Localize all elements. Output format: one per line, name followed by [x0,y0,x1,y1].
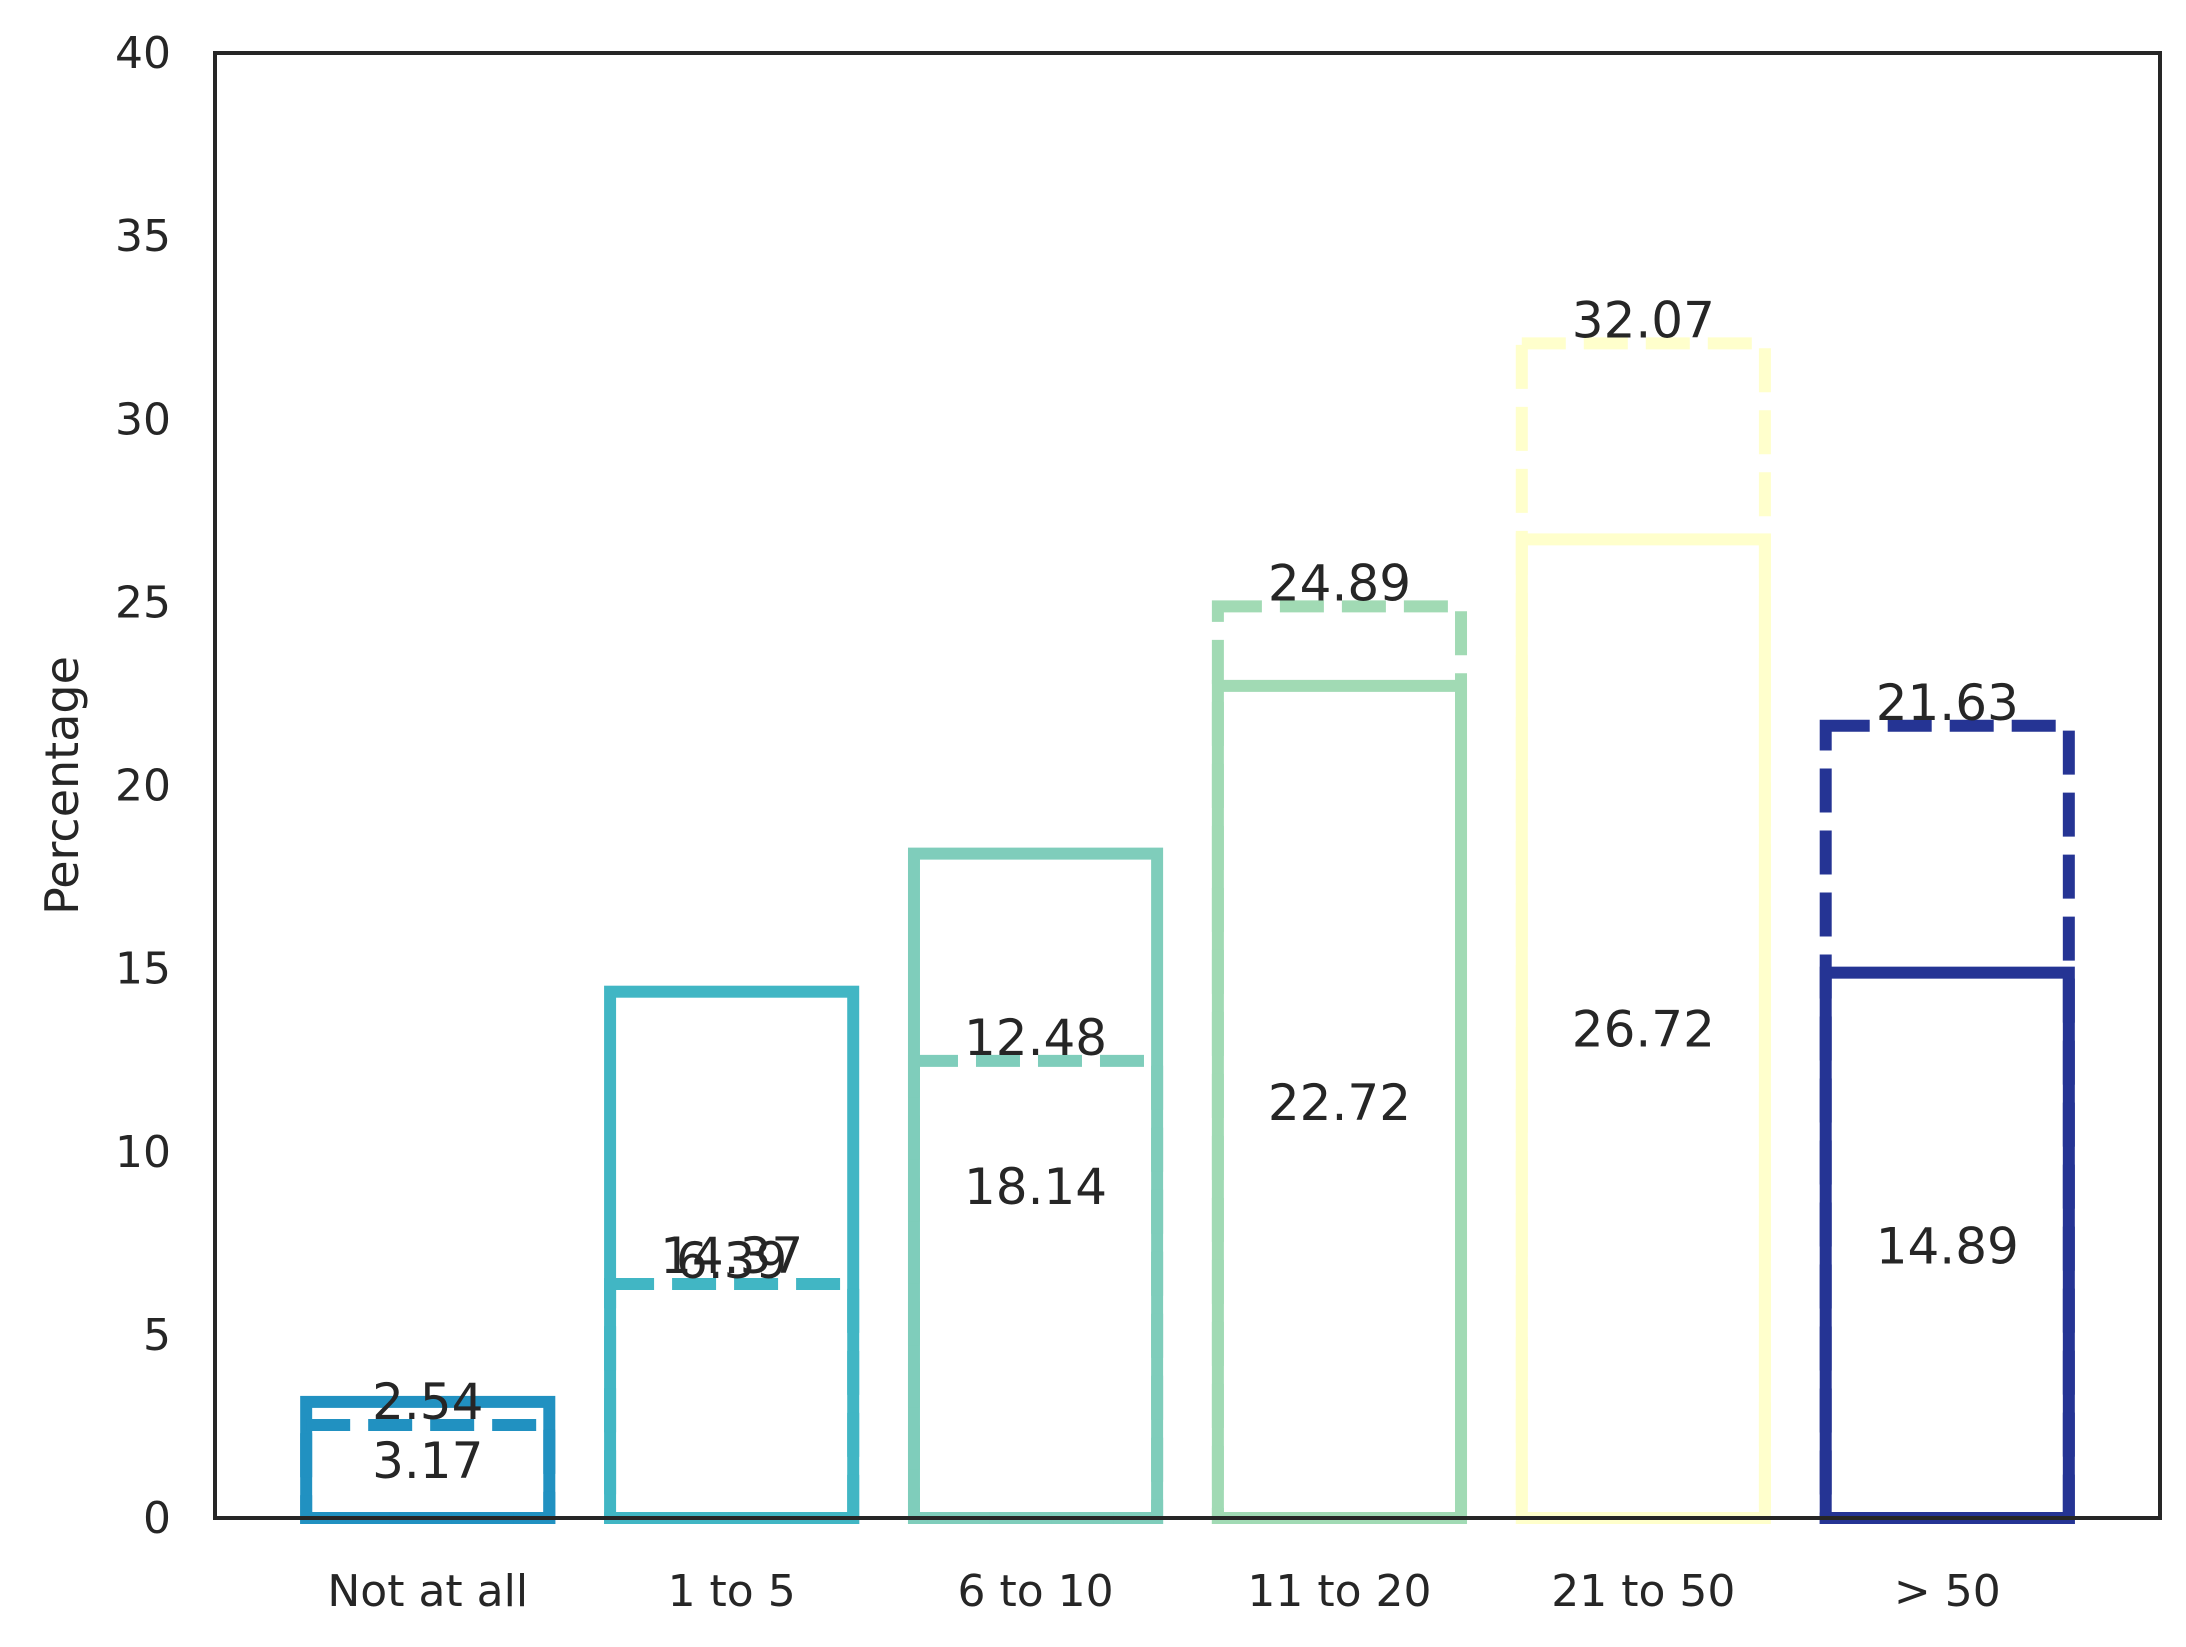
y-axis: 0 5 10 15 20 25 30 35 40 [115,28,171,1544]
data-label: 14.89 [1876,1217,2019,1275]
y-tick-label: 0 [143,1493,171,1544]
x-axis: Not at all 1 to 5 6 to 10 11 to 20 21 to 50 >… [327,1566,2000,1617]
data-label: 12.48 [964,1009,1107,1067]
y-tick-label: 5 [143,1310,171,1361]
plot-frame [213,51,2162,1520]
data-label: 22.72 [1268,1074,1411,1132]
y-axis-title: Percentage [35,656,89,915]
y-tick-label: 20 [115,761,171,812]
x-tick-label: 6 to 10 [957,1566,1113,1617]
data-label: 32.07 [1572,291,1715,349]
y-tick-label: 35 [115,211,171,262]
data-label: 18.14 [964,1158,1107,1216]
x-tick-label: 1 to 5 [668,1566,796,1617]
data-label: 6.39 [676,1232,787,1290]
bar-dashed [1515,337,1771,1524]
y-tick-label: 25 [115,577,171,628]
y-tick-label: 10 [115,1127,171,1178]
data-labels-layer: 3.172.54 14.376.39 18.14 12.48 22.72 24.89 26.… [372,291,2019,1490]
bar-dashed [907,1054,1164,1525]
data-label: 21.63 [1876,674,2019,732]
data-label: 2.54 [372,1373,483,1431]
data-label: 26.72 [1572,1001,1715,1059]
data-label: 14.37 [660,1227,803,1285]
x-tick-label: 21 to 50 [1551,1566,1735,1617]
data-label: 3.17 [372,1432,483,1490]
data-label: 24.89 [1268,554,1411,612]
y-tick-label: 30 [115,394,171,445]
y-tick-label: 40 [115,28,171,79]
bar-dashed [1211,600,1468,1524]
bar-dashed [604,1277,860,1525]
x-tick-label: > 50 [1894,1566,2001,1617]
bar-dashed [1819,719,2075,1524]
x-tick-label: Not at all [327,1566,528,1617]
y-tick-label: 15 [115,944,171,995]
bars-layer [300,337,2075,1525]
x-tick-label: 11 to 20 [1247,1566,1431,1617]
